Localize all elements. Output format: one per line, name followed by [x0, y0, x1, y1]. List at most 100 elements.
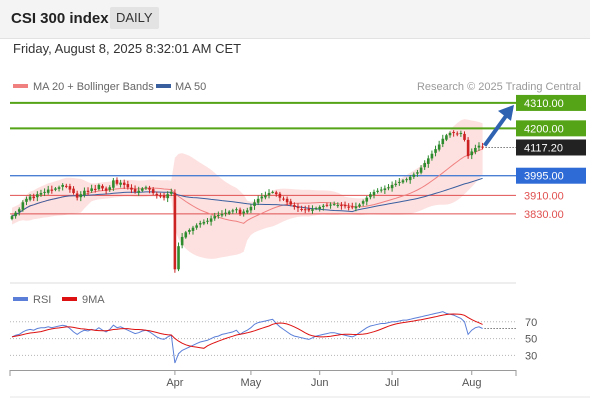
candle-body [408, 176, 412, 181]
candles [10, 130, 484, 273]
candle-body [470, 151, 474, 156]
target-arrow [482, 104, 514, 147]
bollinger-band-area [12, 119, 483, 259]
timeframe-badge[interactable]: DAILY [110, 7, 159, 29]
candle-body [133, 189, 137, 192]
candle-body [220, 213, 224, 216]
candle-body [405, 179, 408, 181]
candle-body [50, 189, 54, 191]
candle-body [430, 153, 434, 159]
credit-label: Research © 2025 Trading Central [417, 81, 581, 93]
candle-body [445, 135, 448, 140]
candle-body [108, 187, 112, 190]
target-arrow-head [498, 104, 514, 121]
chart-datetime: Friday, August 8, 2025 8:32:01 AM CET [13, 41, 242, 56]
rsi-legend-label: RSI [33, 294, 51, 306]
candle-body [188, 230, 191, 232]
candle-body [21, 202, 25, 210]
candle-body [217, 214, 220, 216]
level-tag-bg-r1 [516, 120, 586, 137]
candle-body [398, 181, 401, 183]
candle-body [10, 216, 14, 219]
candle-body [86, 190, 90, 192]
candle-body [253, 202, 256, 206]
candle-body [318, 206, 321, 209]
candle-body [293, 205, 296, 207]
x-tick-label-jul: Jul [385, 377, 399, 389]
candle-body [43, 191, 46, 193]
candle-body [155, 193, 159, 196]
candle-body [427, 158, 430, 164]
candle-body [441, 138, 445, 145]
candle-body [227, 211, 231, 214]
ma50-legend-label: MA 50 [175, 81, 206, 93]
candle-body [206, 220, 209, 222]
candle-body [46, 189, 50, 193]
candle-body [25, 198, 28, 202]
level-tag-last: 4117.20 [524, 142, 563, 154]
candle-body [115, 179, 119, 184]
candle-body [72, 188, 75, 194]
ma20-line [11, 148, 483, 224]
candle-body [104, 188, 108, 191]
candle-body [452, 132, 455, 134]
candle-body [274, 192, 278, 195]
candle-body [336, 205, 340, 207]
candle-body [419, 167, 423, 173]
candle-body [322, 205, 325, 207]
candle-body [79, 194, 83, 198]
level-tag-r2: 4310.00 [524, 98, 564, 110]
candle-body [32, 196, 36, 199]
candle-body [477, 145, 481, 148]
level-tag-s1: 3910.00 [524, 190, 564, 202]
candle-body [130, 187, 133, 190]
candle-body [144, 187, 148, 189]
ma50-legend-swatch [156, 84, 171, 88]
level-tag-pivot: 3995.00 [524, 171, 564, 183]
candle-body [434, 149, 437, 153]
candle-body [54, 188, 57, 190]
candle-body [242, 211, 245, 214]
ma9-legend-swatch [62, 297, 77, 301]
main-legend: MA 20 + Bollinger Bands MA 50 Research ©… [13, 81, 581, 93]
candle-body [39, 193, 43, 195]
x-tick-label-jun: Jun [311, 377, 329, 389]
candle-body [379, 189, 383, 191]
level-tag-bg-last [516, 139, 586, 156]
candle-body [307, 208, 311, 211]
candle-body [329, 204, 332, 206]
candle-body [365, 197, 369, 202]
ma9-legend-label: 9MA [82, 294, 105, 306]
x-tick-label-apr: Apr [166, 377, 183, 389]
candle-body [466, 139, 470, 157]
time-axis-line [10, 370, 516, 371]
candle-body [166, 194, 169, 199]
candle-body [191, 227, 195, 231]
level-tag-bg-r2 [516, 94, 586, 111]
candle-body [97, 184, 101, 190]
candle-body [57, 187, 61, 189]
ma20-legend-swatch [13, 84, 28, 88]
candle-body [311, 209, 314, 211]
rsi-axis-label-30: 30 [525, 350, 537, 362]
rsi-legend-swatch [13, 297, 28, 301]
candle-body [289, 201, 293, 205]
candle-body [112, 180, 115, 188]
chart-header: CSI 300 index DAILY [0, 0, 590, 39]
candle-body [387, 187, 390, 189]
candle-body [159, 195, 162, 197]
candle-body [169, 191, 173, 194]
candle-body [325, 204, 329, 206]
candle-body [36, 194, 39, 198]
candle-body [271, 191, 274, 193]
candle-body [267, 193, 271, 196]
candle-body [68, 186, 72, 190]
time-axis-labels: Apr May Jun Jul Aug [166, 370, 482, 389]
candle-body [463, 133, 466, 140]
candle-body [14, 212, 17, 217]
candle-body [296, 206, 300, 209]
candle-body [347, 206, 350, 208]
candle-body [249, 206, 253, 211]
candle-body [383, 188, 387, 191]
